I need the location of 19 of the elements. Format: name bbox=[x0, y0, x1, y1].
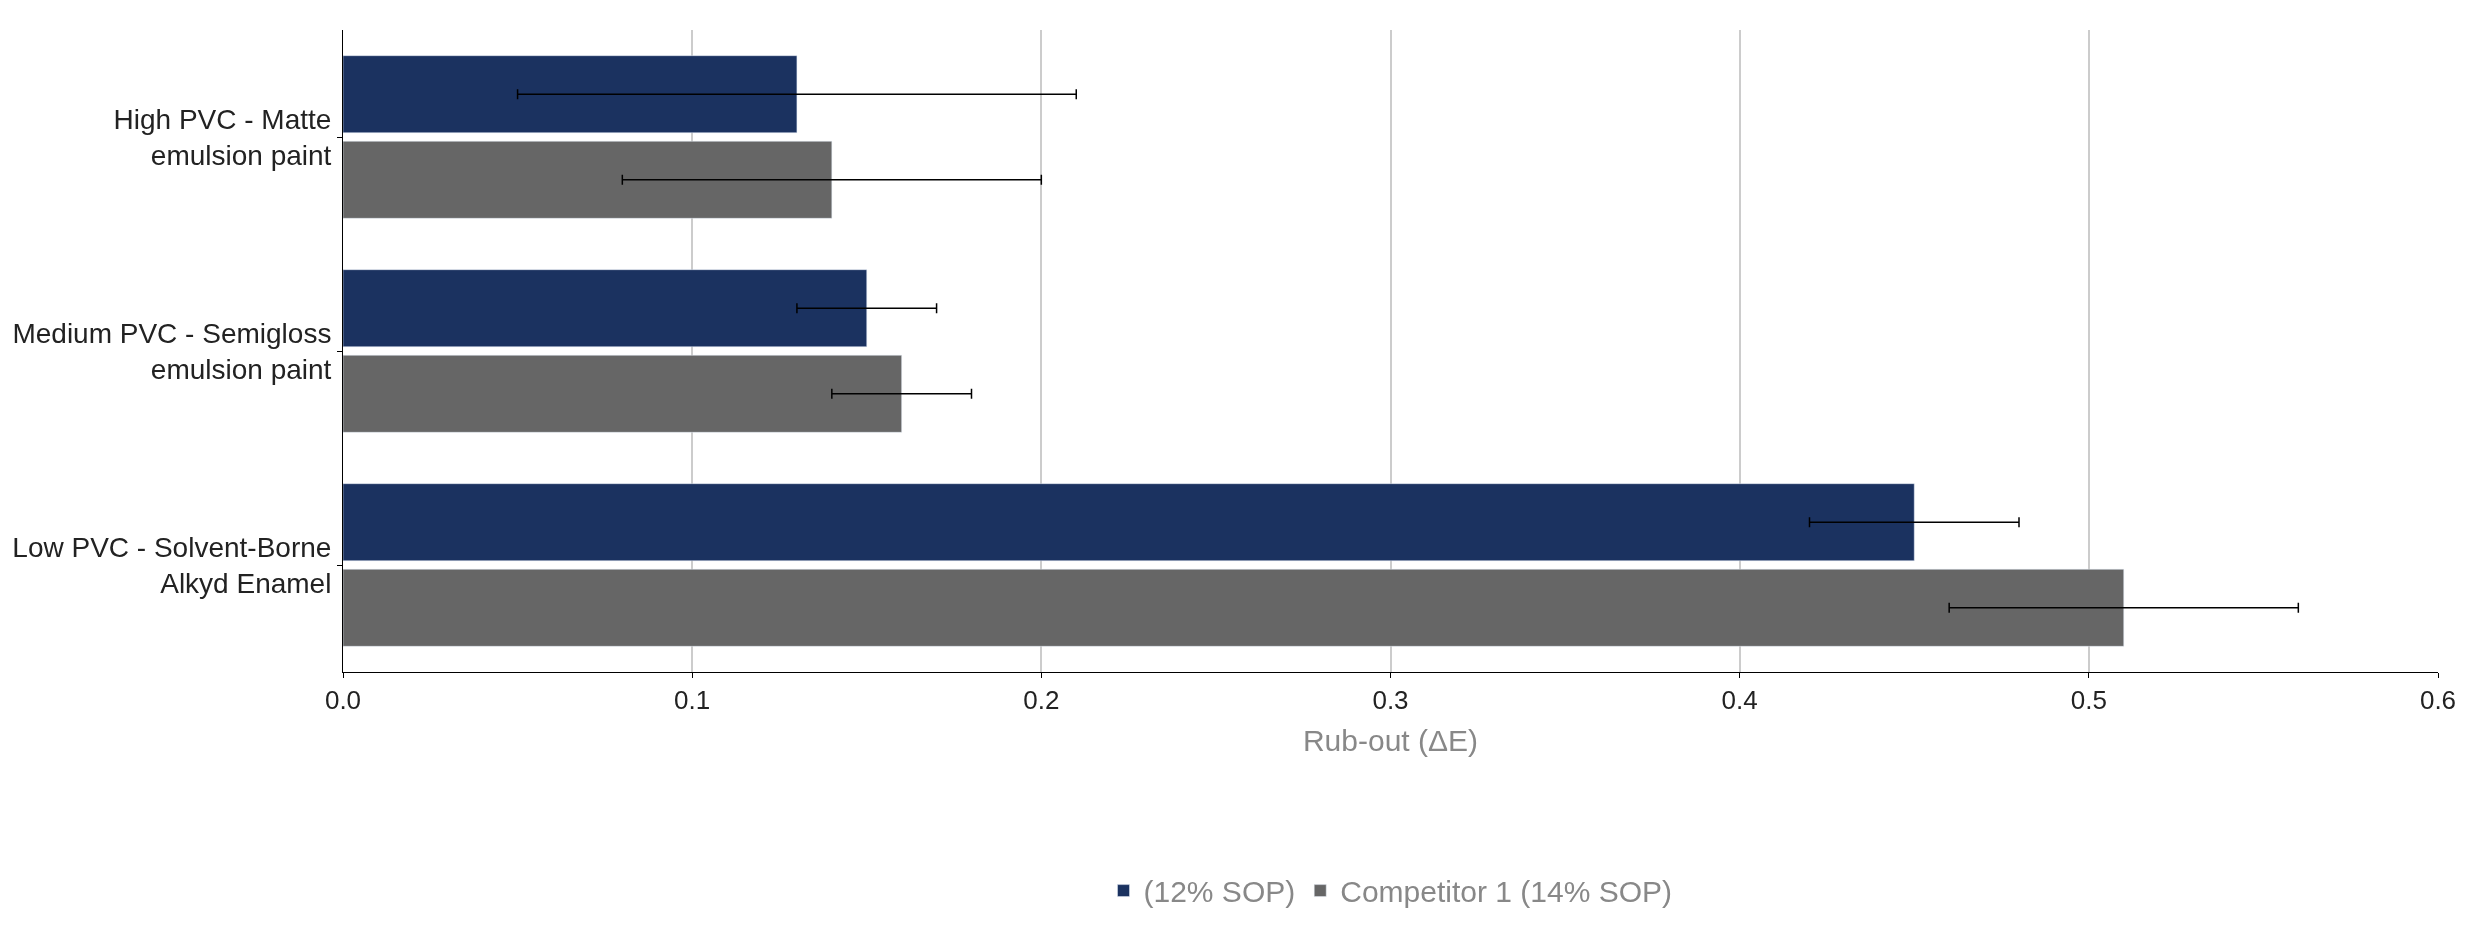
legend-label: Competitor 1 (14% SOP) bbox=[1340, 875, 1673, 909]
bar bbox=[343, 483, 1915, 561]
x-tick-label: 0.1 bbox=[674, 685, 711, 716]
bar bbox=[343, 269, 867, 347]
x-tick-label: 0.3 bbox=[1372, 685, 1409, 716]
x-tick-label: 0.5 bbox=[2070, 685, 2107, 716]
x-axis-title: Rub-out (ΔE) bbox=[1302, 723, 1479, 757]
bar bbox=[343, 355, 902, 433]
legend-label: (12% SOP) bbox=[1143, 875, 1296, 909]
bar bbox=[343, 141, 833, 219]
y-tick-label: Medium PVC - Semigloss emulsion paint bbox=[12, 317, 332, 385]
x-tick-label: 0.4 bbox=[1721, 685, 1758, 716]
x-tick-label: 0.6 bbox=[2419, 685, 2457, 716]
y-tick-label: Low PVC - Solvent-Borne Alkyd Enamel bbox=[12, 531, 332, 599]
bar bbox=[343, 569, 2124, 647]
y-tick-label: High PVC - Matte emulsion paint bbox=[113, 103, 332, 171]
x-tick-label: 0.0 bbox=[324, 685, 362, 716]
bar bbox=[343, 55, 798, 133]
x-tick-label: 0.2 bbox=[1023, 685, 1060, 716]
